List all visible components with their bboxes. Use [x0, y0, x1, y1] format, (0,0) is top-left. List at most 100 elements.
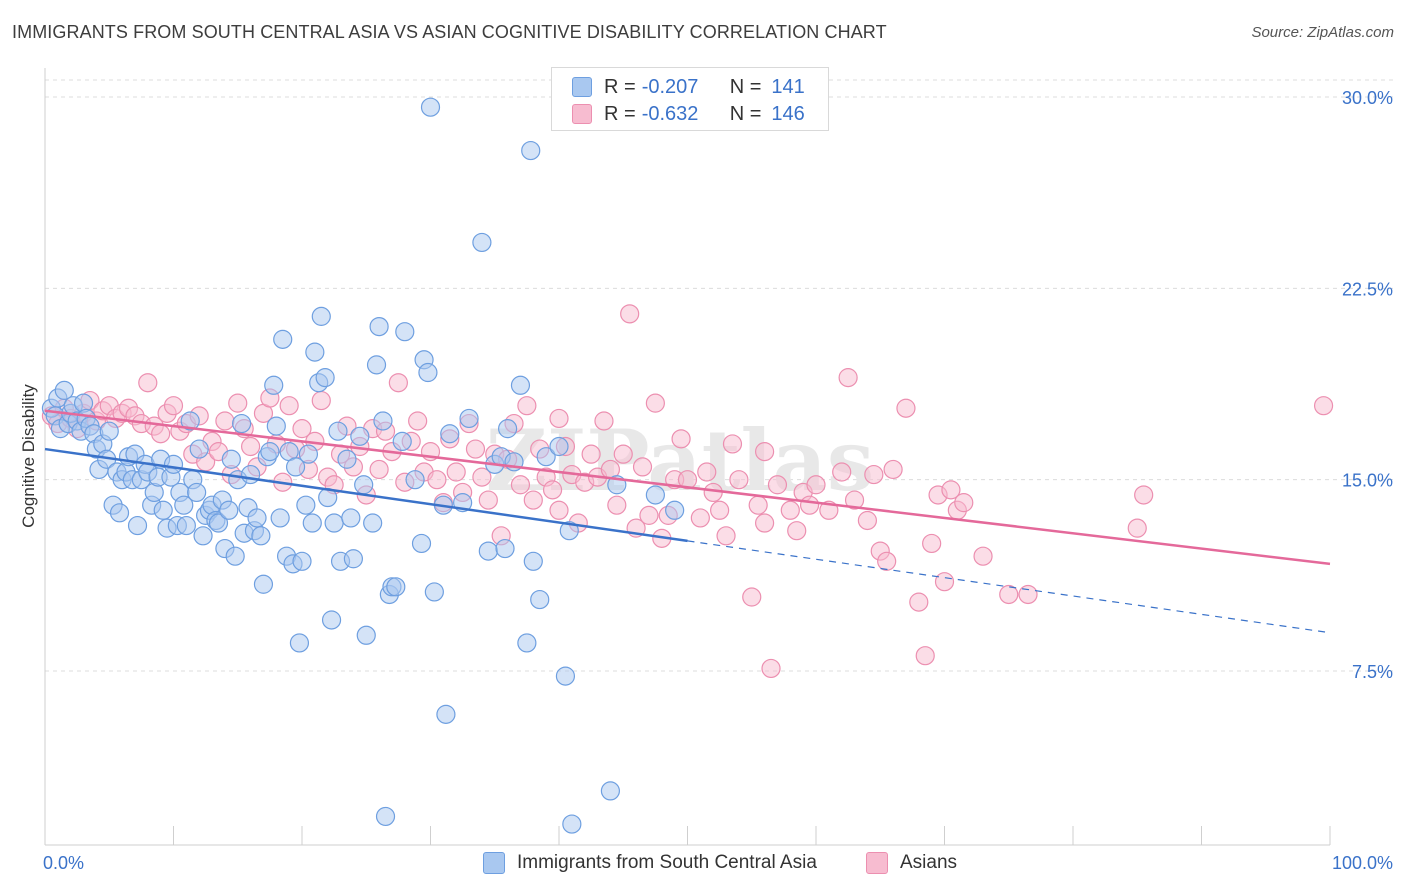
y-tick-label: 7.5%	[1352, 662, 1393, 682]
south-central-asia-point	[549, 436, 569, 457]
south-central-asia-point	[472, 232, 492, 253]
legend-r-label: R =	[604, 75, 636, 98]
asians-point	[896, 398, 916, 418]
asians-point	[241, 436, 261, 457]
asians-point	[934, 572, 955, 592]
axes	[44, 68, 1331, 846]
south-central-asia-point	[273, 329, 293, 349]
asians-point	[581, 444, 601, 464]
legend-r-value: -0.632	[641, 102, 699, 125]
south-central-asia-point	[523, 551, 543, 571]
asians-point	[973, 546, 993, 566]
asians-point	[138, 373, 158, 393]
series-legend: Immigrants from South Central Asia Asian…	[0, 852, 1406, 878]
asians-point	[1313, 396, 1334, 416]
legend-r-value: -0.207	[641, 75, 699, 98]
asians-point	[954, 493, 974, 513]
asians-point	[465, 439, 486, 459]
south-central-asia-point	[350, 426, 370, 446]
asians-point	[1134, 485, 1154, 505]
legend-n-label: N =	[729, 75, 762, 98]
south-central-asia-point	[193, 526, 213, 546]
south-central-asia-point	[418, 362, 438, 383]
legend-swatch-blue	[572, 77, 592, 97]
asians-point	[697, 462, 717, 482]
asians-point	[761, 658, 781, 679]
asians-point	[542, 480, 563, 500]
asians-point	[754, 442, 775, 462]
grid-lines	[45, 79, 1395, 672]
south-central-asia-point	[176, 515, 196, 536]
asians-point	[729, 470, 749, 490]
south-central-asia-point	[521, 140, 541, 161]
series-legend-label: Asians	[900, 852, 958, 873]
x-tick-label-min: 0.0%	[43, 853, 84, 873]
south-central-asia-point	[247, 508, 267, 528]
south-central-asia-point	[530, 589, 550, 610]
asians-point	[838, 368, 858, 388]
asians-point	[408, 411, 428, 431]
south-central-asia-point	[285, 457, 306, 477]
south-central-asia-point	[54, 380, 74, 400]
south-central-asia-point	[270, 508, 290, 528]
asians-point	[690, 508, 710, 528]
south-central-asia-point	[219, 500, 239, 520]
asians-point	[279, 396, 299, 416]
south-central-asia-point	[366, 355, 387, 375]
south-central-asia-point	[395, 322, 415, 342]
south-central-asia-point	[109, 503, 130, 523]
legend-row-blue: R = -0.207 N = 141	[572, 75, 805, 99]
legend-n-value: 141	[771, 75, 805, 98]
y-axis-title: Cognitive Disability	[19, 384, 38, 528]
south-central-asia-point	[315, 368, 335, 388]
asians-point	[857, 510, 878, 531]
south-central-asia-point	[337, 449, 357, 469]
south-central-asia-point	[253, 574, 274, 594]
south-central-asia-point	[292, 551, 312, 571]
south-central-asia-point	[510, 375, 531, 395]
south-central-asia-point	[411, 533, 432, 554]
asians-point	[427, 470, 447, 490]
asians-point	[215, 411, 235, 431]
south-central-asia-point	[562, 814, 582, 834]
south-central-asia-point	[363, 513, 383, 533]
asians-point	[780, 500, 800, 520]
legend-n-label: N =	[729, 102, 762, 125]
asians-point	[799, 495, 820, 515]
series-legend-item-asians[interactable]: Asians	[866, 852, 957, 874]
south-central-asia-point	[386, 577, 406, 597]
south-central-asia-point	[478, 541, 498, 561]
south-central-asia-point	[559, 521, 579, 541]
south-central-asia-point	[436, 704, 456, 724]
y-tick-label: 15.0%	[1342, 471, 1393, 491]
asians-point	[832, 462, 852, 482]
asians-point	[645, 393, 665, 413]
south-central-asia-point	[424, 582, 444, 602]
asians-point	[1127, 518, 1147, 538]
trend-lines	[44, 409, 1331, 634]
correlation-legend: R = -0.207 N = 141 R = -0.632 N = 146	[551, 67, 829, 131]
south-central-asia-point	[498, 419, 518, 439]
asians-point	[523, 490, 543, 510]
south-central-asia-point	[264, 375, 284, 395]
south-central-asia-point	[221, 449, 241, 469]
south-central-asia-point	[241, 464, 261, 485]
asians-point	[844, 490, 865, 510]
south-central-asia-point	[420, 97, 441, 117]
south-central-asia-point	[251, 526, 271, 546]
asians-point	[388, 373, 408, 393]
asians-point	[909, 592, 929, 612]
asians-point	[748, 495, 768, 515]
asians-point	[883, 459, 903, 480]
south-central-asia-point	[375, 806, 396, 827]
asians-point	[671, 429, 691, 449]
asians-point	[767, 475, 788, 495]
south-central-asia-point	[208, 513, 229, 533]
south-central-asia-point	[174, 495, 194, 515]
south-central-asia-point	[302, 513, 322, 533]
south-central-asia-point	[341, 508, 361, 528]
series-swatch-pink	[866, 852, 888, 874]
series-legend-item-south-central-asia[interactable]: Immigrants from South Central Asia	[483, 852, 817, 874]
south-central-asia-point	[180, 411, 200, 431]
